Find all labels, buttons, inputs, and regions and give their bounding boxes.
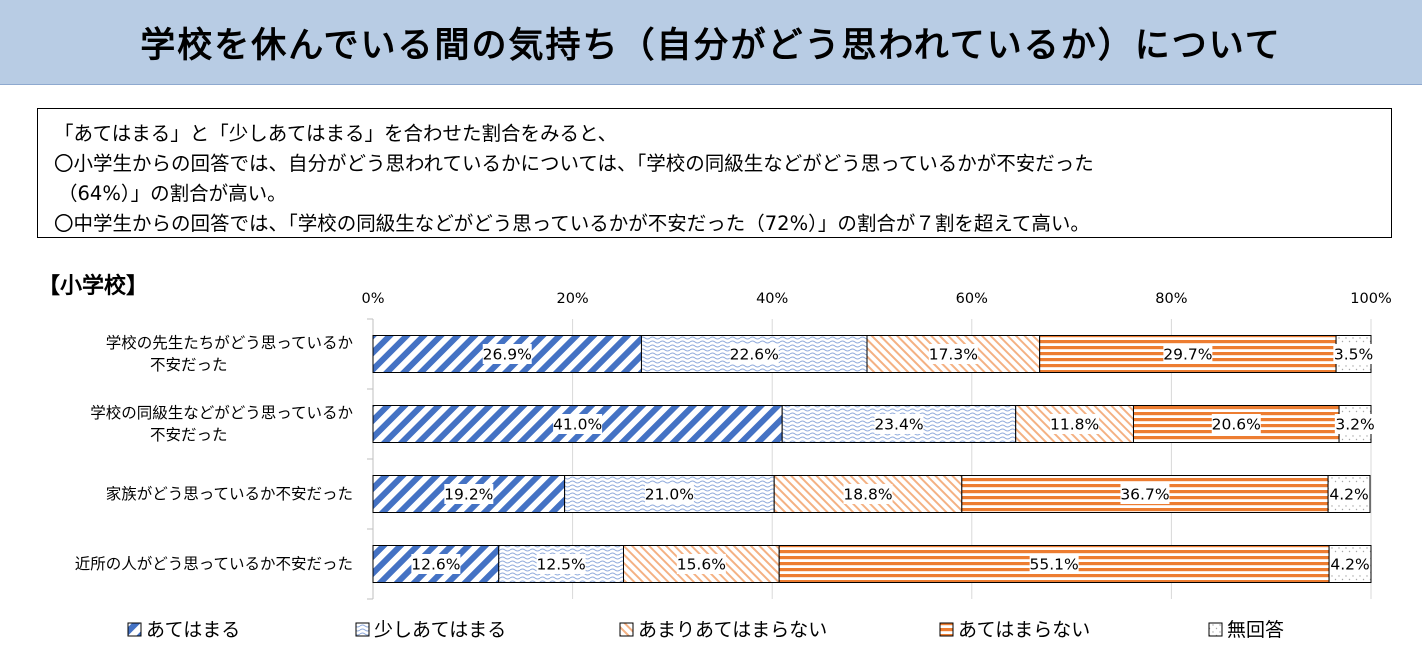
data-label: 21.0% [645, 486, 694, 504]
data-label-bg [482, 344, 532, 364]
data-label-bg [843, 484, 893, 504]
legend-swatch [939, 622, 954, 637]
data-label: 11.8% [1050, 416, 1099, 434]
data-label: 12.5% [536, 556, 585, 574]
legend-label: 無回答 [1227, 619, 1284, 641]
data-label-bg [729, 344, 779, 364]
data-label-bg [1163, 344, 1213, 364]
category-label: 近所の人がどう思っているか不安だった [75, 555, 353, 573]
legend-swatch [619, 622, 634, 637]
data-label-bg [1120, 484, 1170, 504]
section-label: 【小学校】 [38, 274, 149, 299]
data-label: 15.6% [677, 556, 726, 574]
category-label: 学校の先生たちがどう思っているか [106, 334, 353, 352]
data-label-bg [1333, 344, 1374, 364]
data-label: 29.7% [1163, 346, 1212, 364]
x-tick-label: 80% [1155, 291, 1187, 307]
legend-label: あまりあてはまらない [638, 619, 827, 641]
data-label: 41.0% [553, 416, 602, 434]
legend-label: あてはまる [146, 619, 240, 641]
category-label: 家族がどう思っているか不安だった [106, 485, 353, 503]
data-label-bg [1029, 554, 1079, 574]
data-label: 4.2% [1329, 486, 1368, 504]
legend-swatch [127, 622, 142, 637]
category-label: 不安だった [150, 426, 228, 444]
data-label: 22.6% [730, 346, 779, 364]
data-label: 3.2% [1335, 416, 1374, 434]
data-label: 19.2% [444, 486, 493, 504]
summary-line: 「あてはまる」と「少しあてはまる」を合わせた割合をみると、 [54, 122, 618, 145]
data-label: 26.9% [483, 346, 532, 364]
data-label: 17.3% [929, 346, 978, 364]
data-label: 55.1% [1030, 556, 1079, 574]
x-tick-label: 60% [956, 291, 988, 307]
legend-swatch [355, 622, 370, 637]
data-label: 3.5% [1334, 346, 1373, 364]
legend-label: 少しあてはまる [374, 619, 506, 641]
data-label-bg [1328, 484, 1370, 504]
data-label: 36.7% [1120, 486, 1169, 504]
data-label-bg [553, 414, 603, 434]
category-label: 学校の同級生などがどう思っているか [90, 404, 353, 422]
legend-swatch [1208, 622, 1223, 637]
data-label-bg [874, 414, 924, 434]
page-title: 学校を休んでいる間の気持ち（自分がどう思われているか）について [140, 25, 1282, 66]
data-label: 12.6% [411, 556, 460, 574]
summary-line: （64%）」の割合が高い。 [58, 182, 287, 205]
summary-line: 〇中学生からの回答では、「学校の同級生などがどう思っているかが不安だった（72%… [54, 212, 1090, 235]
data-label-bg [1211, 414, 1261, 434]
title-banner: 学校を休んでいる間の気持ち（自分がどう思われているか）について [0, 0, 1422, 85]
x-tick-label: 100% [1350, 291, 1391, 307]
data-label-bg [536, 554, 586, 574]
x-tick-label: 0% [361, 291, 384, 307]
legend-label: あてはまらない [958, 619, 1090, 641]
data-label-bg [411, 554, 461, 574]
data-label-bg [644, 484, 694, 504]
x-tick-label: 40% [756, 291, 788, 307]
data-label-bg [1329, 554, 1371, 574]
data-label: 20.6% [1212, 416, 1261, 434]
x-tick-label: 20% [556, 291, 588, 307]
data-label: 18.8% [843, 486, 892, 504]
summary-box: 「あてはまる」と「少しあてはまる」を合わせた割合をみると、 〇小学生からの回答で… [37, 108, 1392, 238]
data-label: 4.2% [1330, 556, 1369, 574]
data-label-bg [1334, 414, 1376, 434]
data-label: 23.4% [874, 416, 923, 434]
data-label-bg [444, 484, 494, 504]
data-label-bg [676, 554, 726, 574]
data-label-bg [928, 344, 978, 364]
category-label: 不安だった [150, 356, 228, 374]
summary-line: 〇小学生からの回答では、自分がどう思われているかについては、「学校の同級生などが… [54, 152, 1094, 175]
data-label-bg [1050, 414, 1100, 434]
